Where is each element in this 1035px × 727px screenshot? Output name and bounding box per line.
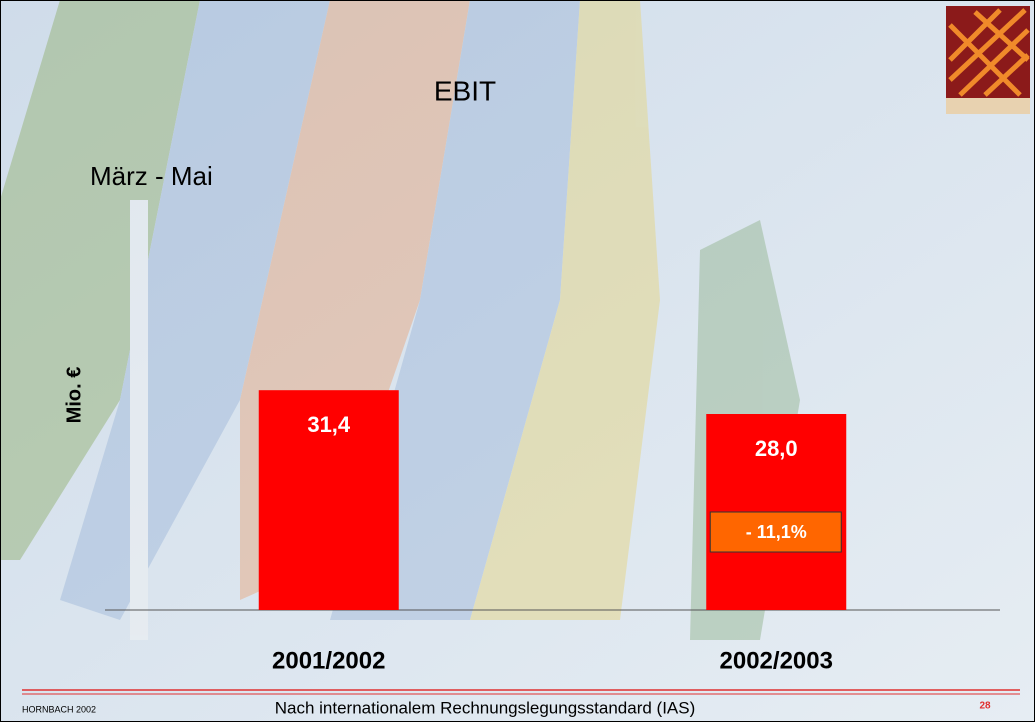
x-tick-label: 2002/2003 — [720, 647, 833, 674]
logo — [946, 6, 1030, 114]
y-axis-label: Mio. € — [63, 367, 85, 424]
x-tick-label: 2001/2002 — [272, 647, 385, 674]
slide: EBIT März - Mai Mio. € HORNBACH 2002 Nac… — [0, 0, 1035, 722]
value-label: 28,0 — [755, 436, 798, 461]
chart-title: EBIT — [434, 75, 496, 106]
footer-company: HORNBACH 2002 — [22, 704, 96, 714]
value-label: 31,4 — [307, 412, 351, 437]
page-number: 28 — [979, 701, 991, 712]
footer-note: Nach internationalem Rechnungslegungssta… — [275, 698, 696, 717]
annotation: - 11,1% — [746, 522, 807, 542]
subtitle: März - Mai — [90, 161, 213, 191]
